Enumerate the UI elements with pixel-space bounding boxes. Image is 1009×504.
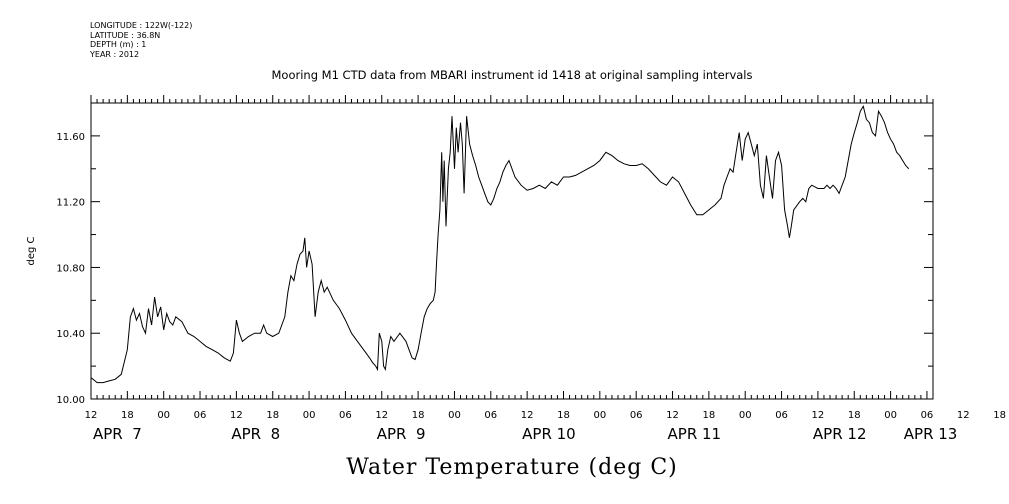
- y-tick-label: 11.20: [56, 198, 85, 209]
- date-label: APR 10: [522, 425, 576, 443]
- x-tick-label: 00: [593, 410, 606, 421]
- x-tick-label: 06: [339, 410, 352, 421]
- y-tick-label: 11.60: [56, 132, 85, 143]
- x-tick-label: 00: [884, 410, 897, 421]
- x-tick-label: 18: [121, 410, 134, 421]
- date-label: APR 13: [904, 425, 958, 443]
- y-tick-label: 10.40: [56, 329, 85, 340]
- date-label: APR 7: [93, 425, 142, 443]
- date-label: APR 9: [377, 425, 426, 443]
- x-tick-label: 12: [812, 410, 825, 421]
- x-tick-label: 12: [957, 410, 970, 421]
- latitude-label: LATITUDE : 36.8N: [90, 30, 161, 40]
- year-label: YEAR : 2012: [90, 49, 140, 59]
- plot-frame: [90, 102, 934, 400]
- x-tick-label: 12: [85, 410, 98, 421]
- x-tick-label: 06: [630, 410, 643, 421]
- x-tick-label: 18: [266, 410, 279, 421]
- y-tick-label: 10.00: [56, 395, 85, 406]
- x-tick-label: 18: [993, 410, 1006, 421]
- x-tick-label: 06: [484, 410, 497, 421]
- x-tick-label: 18: [412, 410, 425, 421]
- x-axis: 12 18 00 06 12 18 00 06 12 18 00 06 12 18 00 06 12 18 00 06…: [85, 95, 1006, 421]
- x-tick-label: 00: [739, 410, 752, 421]
- x-tick-label: 12: [666, 410, 679, 421]
- x-tick-label: 12: [230, 410, 243, 421]
- x-tick-label: 12: [375, 410, 388, 421]
- date-label: APR 12: [813, 425, 867, 443]
- depth-label: DEPTH (m) : 1: [90, 40, 147, 49]
- x-tick-label: 18: [557, 410, 570, 421]
- date-label: APR 8: [231, 425, 280, 443]
- series-line-water-temperature: [90, 105, 910, 384]
- x-tick-label: 18: [848, 410, 861, 421]
- metadata-block: LONGITUDE : 122W(-122) LATITUDE : 36.8N …: [90, 21, 192, 59]
- x-tick-label: 06: [194, 410, 207, 421]
- x-tick-label: 00: [303, 410, 316, 421]
- x-tick-label: 06: [921, 410, 934, 421]
- y-axis: 10.00 10.40 10.80 11.20 11.60: [56, 102, 933, 406]
- y-tick-label: 10.80: [56, 263, 85, 274]
- chart-title: Mooring M1 CTD data from MBARI instrumen…: [272, 68, 753, 82]
- x-axis-label: Water Temperature (deg C): [346, 455, 678, 480]
- x-tick-label: 18: [703, 410, 716, 421]
- x-tick-label: 06: [775, 410, 788, 421]
- x-tick-label: 12: [521, 410, 534, 421]
- x-tick-label: 00: [157, 410, 170, 421]
- longitude-label: LONGITUDE : 122W(-122): [90, 21, 193, 30]
- y-axis-label: deg C: [26, 236, 37, 265]
- x-tick-label: 00: [448, 410, 461, 421]
- date-labels: APR 7 APR 8 APR 9 APR 10 APR 11 APR 12 APR 13: [93, 425, 957, 443]
- date-label: APR 11: [668, 425, 722, 443]
